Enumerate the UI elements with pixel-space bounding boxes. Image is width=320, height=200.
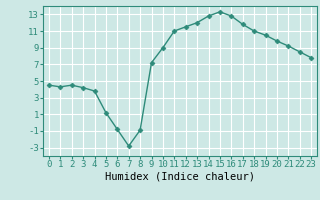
X-axis label: Humidex (Indice chaleur): Humidex (Indice chaleur) [105, 172, 255, 182]
